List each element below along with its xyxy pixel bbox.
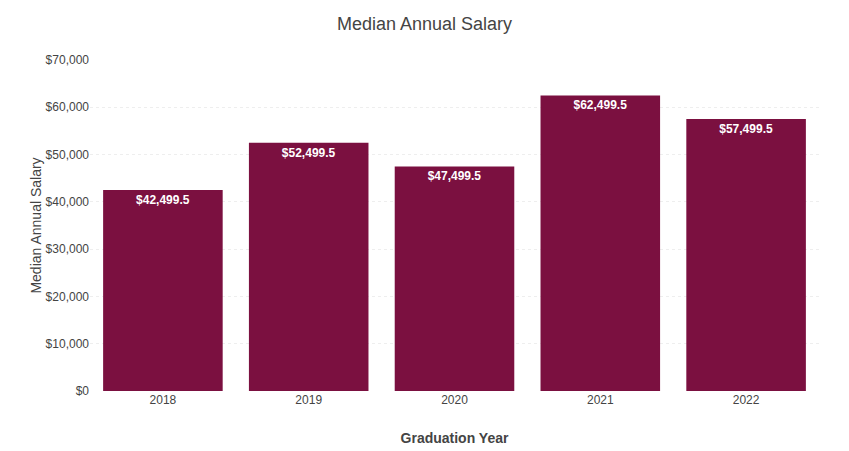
- svg-text:2022: 2022: [733, 393, 760, 407]
- svg-text:$62,499.5: $62,499.5: [573, 98, 627, 112]
- svg-text:$10,000: $10,000: [46, 337, 90, 351]
- svg-text:2018: 2018: [150, 393, 177, 407]
- svg-text:Median Annual Salary: Median Annual Salary: [28, 157, 44, 293]
- svg-text:2019: 2019: [295, 393, 322, 407]
- svg-text:2021: 2021: [587, 393, 614, 407]
- svg-text:$42,499.5: $42,499.5: [136, 193, 190, 207]
- svg-text:2020: 2020: [441, 393, 468, 407]
- svg-text:Graduation Year: Graduation Year: [401, 430, 509, 446]
- svg-text:$57,499.5: $57,499.5: [719, 122, 773, 136]
- svg-text:$60,000: $60,000: [46, 100, 90, 114]
- svg-text:$0: $0: [76, 384, 90, 398]
- svg-text:$70,000: $70,000: [46, 53, 90, 67]
- svg-text:$20,000: $20,000: [46, 290, 90, 304]
- svg-text:$50,000: $50,000: [46, 148, 90, 162]
- svg-text:$52,499.5: $52,499.5: [282, 146, 336, 160]
- svg-text:$47,499.5: $47,499.5: [428, 169, 482, 183]
- svg-text:$40,000: $40,000: [46, 195, 90, 209]
- svg-text:$30,000: $30,000: [46, 242, 90, 256]
- svg-text:Median Annual Salary: Median Annual Salary: [337, 14, 512, 34]
